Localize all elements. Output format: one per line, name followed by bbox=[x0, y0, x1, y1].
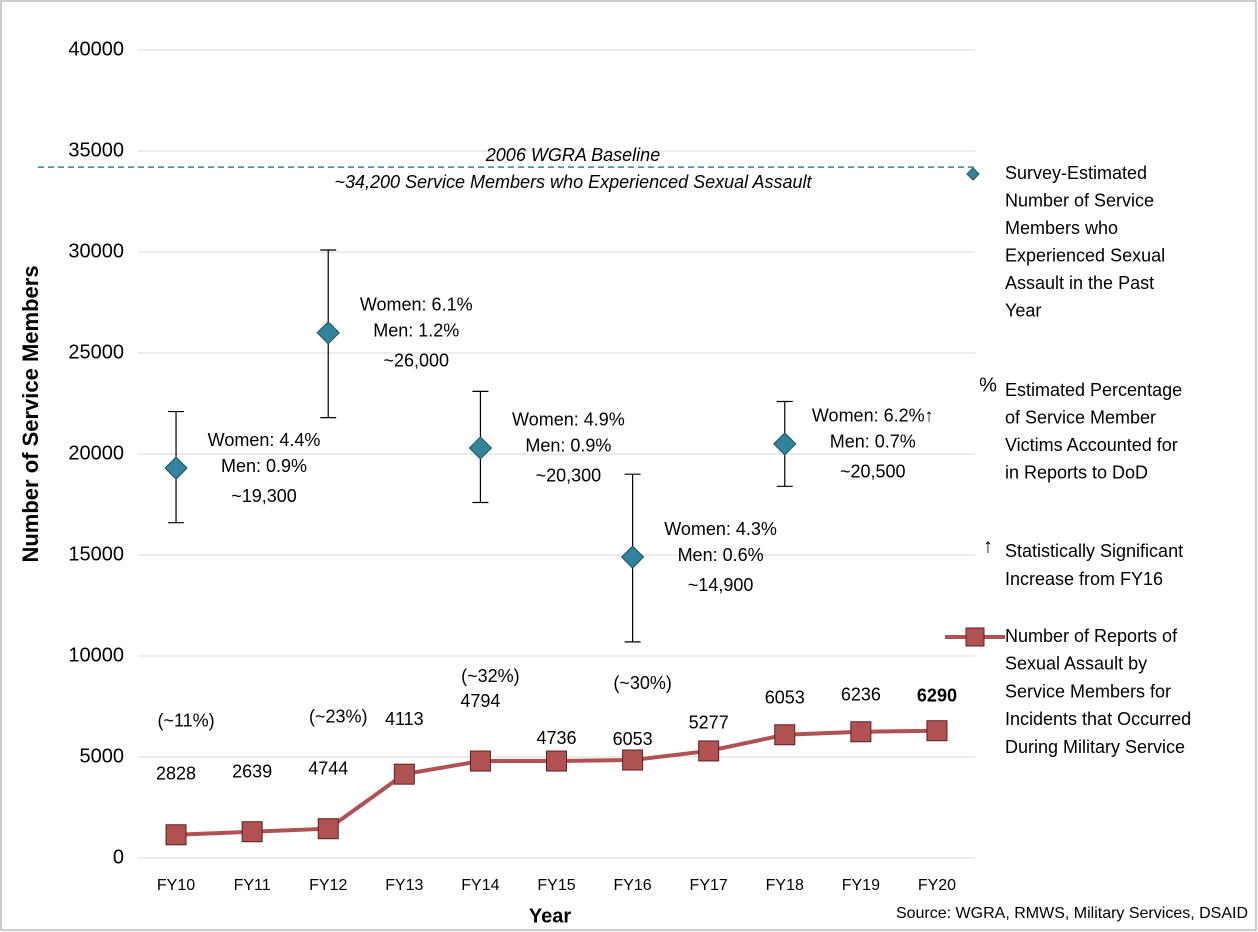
report-marker bbox=[241, 821, 263, 843]
survey-annotation: ~26,000 bbox=[383, 351, 449, 371]
report-label: 4736 bbox=[536, 728, 576, 748]
y-tick-label: 5000 bbox=[80, 745, 125, 767]
survey-annotation: Women: 6.2%↑ bbox=[812, 406, 934, 426]
survey-annotation: Men: 0.7% bbox=[830, 432, 916, 452]
percent-label: (~23%) bbox=[309, 706, 368, 726]
legend-label: Statistically Significant bbox=[1005, 541, 1183, 561]
legend-label: Members who bbox=[1005, 218, 1118, 238]
legend-label: of Service Member bbox=[1005, 407, 1156, 427]
legend-label: in Reports to DoD bbox=[1005, 462, 1148, 482]
x-tick-label: FY14 bbox=[461, 877, 499, 894]
report-label: 6053 bbox=[613, 729, 653, 749]
survey-annotation: Women: 4.9% bbox=[512, 410, 625, 430]
legend-symbol bbox=[965, 627, 985, 647]
baseline-label: 2006 WGRA Baseline bbox=[485, 145, 660, 165]
report-label: 6053 bbox=[765, 688, 805, 708]
report-marker bbox=[165, 824, 187, 846]
report-label: 4794 bbox=[460, 691, 500, 711]
survey-annotation: Men: 0.9% bbox=[525, 436, 611, 456]
x-axis-label: Year bbox=[529, 905, 571, 927]
legend-symbol bbox=[966, 167, 980, 181]
legend-label: Year bbox=[1005, 300, 1041, 320]
report-marker bbox=[698, 740, 720, 762]
survey-annotation: Men: 1.2% bbox=[373, 321, 459, 341]
survey-annotation: Women: 4.3% bbox=[664, 519, 777, 539]
legend-label: Number of Service bbox=[1005, 190, 1154, 210]
legend-label: Estimated Percentage bbox=[1005, 380, 1182, 400]
legend-label: Incidents that Occurred bbox=[1005, 709, 1191, 729]
x-tick-label: FY16 bbox=[613, 877, 651, 894]
survey-annotation: Men: 0.9% bbox=[221, 456, 307, 476]
percent-label: (~30%) bbox=[613, 673, 672, 693]
report-label: 2828 bbox=[156, 764, 196, 784]
legend-label: Number of Reports of bbox=[1005, 626, 1178, 646]
x-tick-label: FY11 bbox=[234, 877, 271, 894]
report-label: 6290 bbox=[917, 685, 957, 705]
y-tick-label: 0 bbox=[113, 846, 124, 868]
x-tick-label: FY13 bbox=[385, 877, 423, 894]
legend-label: Survey-Estimated bbox=[1005, 163, 1147, 183]
legend-label: During Military Service bbox=[1005, 737, 1185, 757]
report-label: 4113 bbox=[385, 709, 424, 729]
survey-annotation: Women: 6.1% bbox=[360, 295, 473, 315]
baseline-label: ~34,200 Service Members who Experienced … bbox=[334, 172, 812, 192]
report-marker bbox=[774, 724, 796, 746]
legend-label: Experienced Sexual bbox=[1005, 245, 1165, 265]
percent-label: (~32%) bbox=[461, 666, 520, 686]
y-tick-label: 10000 bbox=[68, 644, 124, 666]
legend-label: Assault in the Past bbox=[1005, 273, 1154, 293]
survey-annotation: ~20,300 bbox=[536, 466, 602, 486]
x-tick-label: FY15 bbox=[537, 877, 575, 894]
x-tick-label: FY19 bbox=[842, 877, 880, 894]
report-marker bbox=[622, 749, 644, 771]
x-tick-label: FY17 bbox=[690, 877, 728, 894]
report-marker bbox=[317, 818, 339, 840]
legend-label: Victims Accounted for bbox=[1005, 435, 1178, 455]
y-tick-label: 30000 bbox=[68, 240, 124, 262]
survey-annotation: ~14,900 bbox=[688, 575, 754, 595]
survey-annotation: Men: 0.6% bbox=[678, 545, 764, 565]
survey-marker bbox=[620, 545, 645, 569]
survey-marker bbox=[164, 456, 188, 480]
x-tick-label: FY20 bbox=[918, 877, 956, 894]
survey-marker bbox=[316, 321, 340, 345]
source: Source: WGRA, RMWS, Military Services, D… bbox=[896, 905, 1248, 922]
report-marker bbox=[926, 720, 948, 742]
report-marker bbox=[393, 763, 415, 785]
report-label: 2639 bbox=[232, 761, 272, 781]
x-tick-label: FY10 bbox=[157, 877, 195, 894]
report-label: 4744 bbox=[308, 758, 348, 778]
survey-annotation: ~19,300 bbox=[231, 486, 297, 506]
report-marker bbox=[546, 750, 567, 772]
report-label: 6236 bbox=[841, 685, 881, 705]
y-tick-label: 20000 bbox=[68, 442, 124, 464]
percent-label: (~11%) bbox=[157, 711, 214, 731]
report-label: 5277 bbox=[689, 713, 729, 733]
x-tick-label: FY18 bbox=[766, 877, 804, 894]
legend-symbol: ↑ bbox=[983, 535, 993, 557]
y-tick-label: 15000 bbox=[68, 543, 124, 565]
x-tick-label: FY12 bbox=[309, 877, 347, 894]
y-tick-label: 40000 bbox=[68, 38, 124, 60]
survey-marker bbox=[773, 432, 797, 456]
survey-annotation: ~20,500 bbox=[840, 462, 906, 482]
legend-symbol: % bbox=[979, 374, 997, 396]
y-axis-label: Number of Service Members bbox=[18, 265, 43, 562]
survey-marker bbox=[468, 436, 493, 460]
y-tick-label: 35000 bbox=[68, 139, 124, 161]
legend-label: Sexual Assault by bbox=[1005, 654, 1147, 674]
legend-label: Service Members for bbox=[1005, 681, 1171, 701]
report-marker bbox=[469, 750, 491, 772]
survey-annotation: Women: 4.4% bbox=[208, 430, 321, 450]
legend-label: Increase from FY16 bbox=[1005, 569, 1163, 589]
y-tick-label: 25000 bbox=[68, 341, 124, 363]
report-marker bbox=[850, 721, 872, 743]
